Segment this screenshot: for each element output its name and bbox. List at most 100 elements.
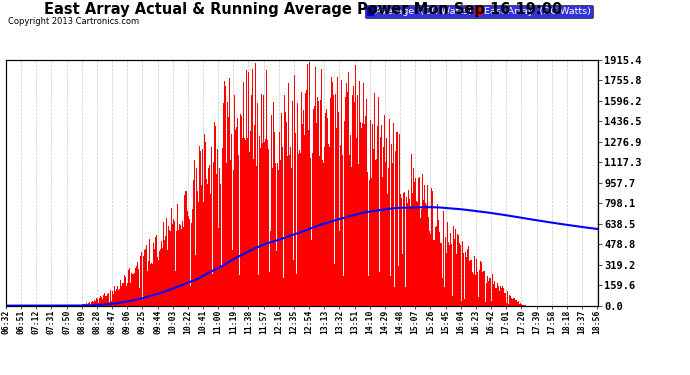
Bar	[299, 150, 300, 306]
Bar	[153, 243, 154, 306]
Bar	[172, 225, 173, 306]
Bar	[244, 138, 245, 306]
Bar	[212, 132, 213, 306]
Bar	[426, 205, 427, 306]
Bar	[431, 188, 432, 306]
Bar	[385, 162, 386, 306]
Bar	[461, 300, 462, 306]
Bar	[231, 134, 232, 306]
Bar	[372, 124, 373, 306]
Bar	[125, 278, 126, 306]
Bar	[111, 301, 112, 306]
Bar	[281, 113, 282, 306]
Bar	[492, 274, 493, 306]
Bar	[497, 283, 498, 306]
Bar	[143, 256, 144, 306]
Bar	[350, 154, 351, 306]
Bar	[266, 70, 267, 306]
Bar	[386, 138, 387, 306]
Bar	[134, 273, 135, 306]
Bar	[518, 301, 519, 306]
Bar	[442, 278, 443, 306]
Bar	[174, 213, 175, 306]
Bar	[228, 117, 229, 306]
Bar	[352, 94, 353, 306]
Bar	[500, 286, 501, 306]
Bar	[420, 219, 421, 306]
Bar	[418, 177, 419, 306]
Bar	[511, 298, 512, 306]
Bar	[310, 158, 311, 306]
Bar	[109, 302, 110, 306]
Bar	[162, 248, 163, 306]
Bar	[393, 123, 394, 306]
Bar	[356, 138, 357, 306]
Bar	[86, 303, 87, 306]
Bar	[396, 132, 397, 306]
Bar	[450, 233, 451, 306]
Bar	[361, 128, 362, 306]
Bar	[354, 132, 355, 306]
Bar	[449, 244, 450, 306]
Bar	[108, 293, 109, 306]
Bar	[505, 293, 506, 306]
Bar	[501, 288, 502, 306]
Bar	[445, 237, 446, 306]
Bar	[226, 92, 227, 306]
Bar	[523, 304, 524, 306]
Bar	[204, 134, 205, 306]
Bar	[155, 237, 157, 306]
Bar	[181, 193, 182, 306]
Bar	[165, 236, 166, 306]
Bar	[400, 194, 401, 306]
Bar	[379, 272, 380, 306]
Bar	[239, 275, 240, 306]
Bar	[451, 221, 453, 306]
Bar	[208, 168, 209, 306]
Bar	[137, 262, 138, 306]
Bar	[328, 144, 329, 306]
Bar	[91, 302, 92, 306]
Bar	[466, 289, 467, 306]
Bar	[248, 280, 249, 306]
Bar	[242, 138, 243, 306]
Bar	[484, 272, 486, 306]
Bar	[508, 296, 509, 306]
Bar	[522, 304, 523, 306]
Bar	[90, 305, 91, 306]
Bar	[327, 118, 328, 306]
Bar	[389, 118, 390, 306]
Bar	[387, 194, 388, 306]
Bar	[460, 245, 461, 306]
Bar	[331, 68, 333, 306]
Bar	[454, 238, 455, 306]
Bar	[97, 299, 98, 306]
Bar	[126, 285, 127, 306]
Bar	[159, 251, 160, 306]
Bar	[83, 304, 84, 306]
Bar	[416, 201, 417, 306]
Bar	[498, 286, 499, 306]
Bar	[409, 200, 410, 306]
Bar	[92, 301, 93, 306]
Bar	[353, 86, 354, 306]
Bar	[477, 261, 478, 306]
Bar	[314, 106, 315, 306]
Bar	[192, 209, 193, 306]
Bar	[191, 223, 192, 306]
Bar	[268, 149, 269, 306]
Bar	[210, 147, 212, 306]
Bar	[510, 296, 511, 306]
Bar	[448, 242, 449, 306]
Bar	[146, 246, 147, 306]
Bar	[224, 81, 225, 306]
Bar	[306, 90, 307, 306]
Bar	[490, 278, 491, 306]
Bar	[304, 135, 305, 306]
Bar	[289, 155, 290, 306]
Bar	[467, 249, 468, 306]
Bar	[175, 271, 176, 306]
Bar	[282, 147, 283, 306]
Bar	[221, 148, 223, 306]
Bar	[302, 124, 303, 306]
